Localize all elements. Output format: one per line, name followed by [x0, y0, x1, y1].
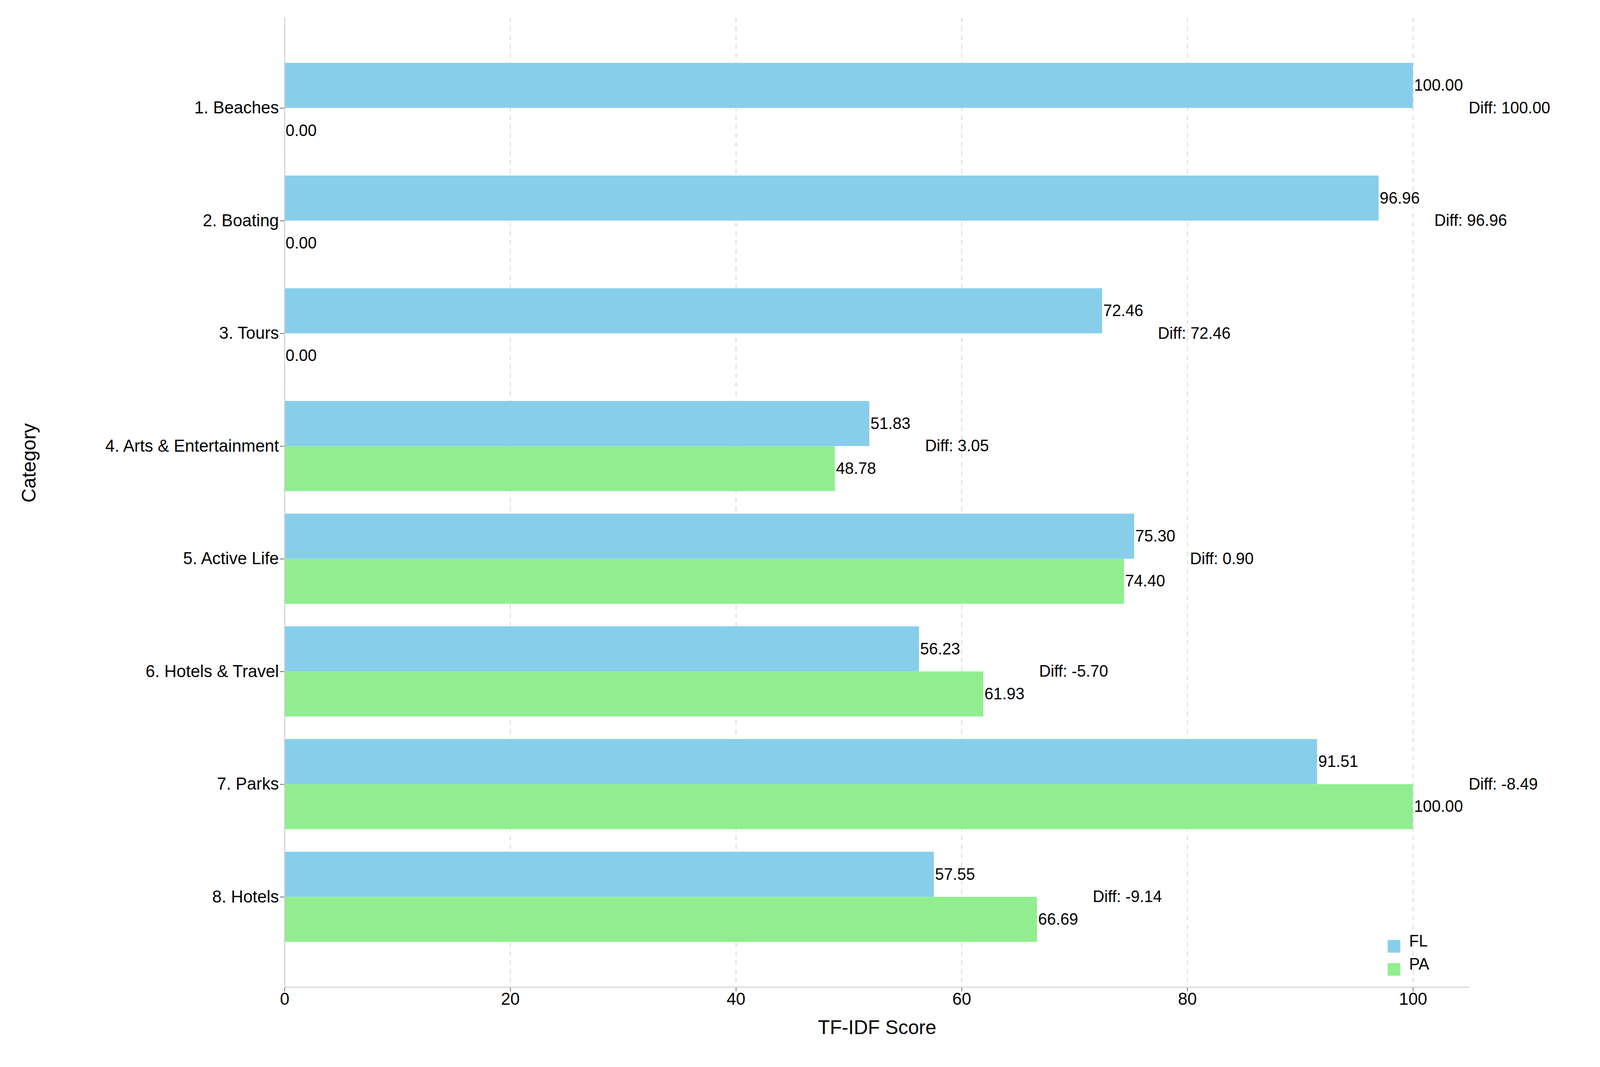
svg-text:6. Hotels & Travel: 6. Hotels & Travel	[145, 661, 280, 681]
svg-text:75.30: 75.30	[1135, 526, 1176, 545]
svg-text:0.00: 0.00	[285, 121, 317, 140]
svg-text:8. Hotels: 8. Hotels	[212, 887, 280, 906]
svg-text:1. Beaches: 1. Beaches	[194, 98, 279, 117]
svg-text:96.96: 96.96	[1379, 188, 1420, 208]
svg-text:100.00: 100.00	[1414, 796, 1464, 816]
svg-text:4. Arts & Entertainment: 4. Arts & Entertainment	[105, 436, 280, 456]
svg-text:TF-IDF Score: TF-IDF Score	[817, 1016, 936, 1038]
svg-text:Diff: 72.46: Diff: 72.46	[1157, 324, 1231, 343]
svg-text:20: 20	[500, 989, 520, 1008]
svg-text:61.93: 61.93	[984, 684, 1025, 703]
svg-text:74.40: 74.40	[1125, 571, 1166, 590]
svg-text:Diff: -8.49: Diff: -8.49	[1468, 774, 1538, 793]
svg-text:Diff: 96.96: Diff: 96.96	[1434, 211, 1507, 230]
svg-text:100: 100	[1399, 989, 1428, 1008]
svg-text:51.83: 51.83	[870, 414, 911, 433]
svg-text:0: 0	[280, 989, 290, 1008]
svg-text:80: 80	[1178, 989, 1197, 1008]
svg-text:40: 40	[726, 989, 746, 1008]
svg-text:Diff: -5.70: Diff: -5.70	[1039, 661, 1108, 680]
svg-text:Category: Category	[17, 423, 40, 503]
svg-text:56.23: 56.23	[920, 639, 960, 658]
svg-text:Diff: -9.14: Diff: -9.14	[1092, 887, 1162, 906]
svg-text:72.46: 72.46	[1103, 301, 1144, 320]
svg-text:Diff: 100.00: Diff: 100.00	[1468, 98, 1551, 117]
svg-text:Diff: 0.90: Diff: 0.90	[1189, 549, 1254, 568]
svg-text:48.78: 48.78	[836, 459, 876, 478]
svg-text:100.00: 100.00	[1414, 76, 1464, 95]
svg-text:5. Active Life: 5. Active Life	[183, 548, 279, 568]
svg-text:2. Boating: 2. Boating	[202, 211, 279, 230]
svg-text:0.00: 0.00	[285, 346, 317, 365]
svg-text:60: 60	[952, 989, 972, 1008]
svg-text:PA: PA	[1409, 954, 1430, 973]
svg-text:7. Parks: 7. Parks	[216, 774, 279, 793]
svg-text:66.69: 66.69	[1038, 909, 1079, 928]
svg-text:3. Tours: 3. Tours	[219, 323, 279, 343]
svg-text:Diff: 3.05: Diff: 3.05	[924, 436, 989, 455]
svg-text:FL: FL	[1409, 931, 1428, 950]
svg-text:57.55: 57.55	[935, 864, 976, 884]
svg-text:91.51: 91.51	[1318, 752, 1359, 771]
svg-text:0.00: 0.00	[285, 233, 317, 252]
